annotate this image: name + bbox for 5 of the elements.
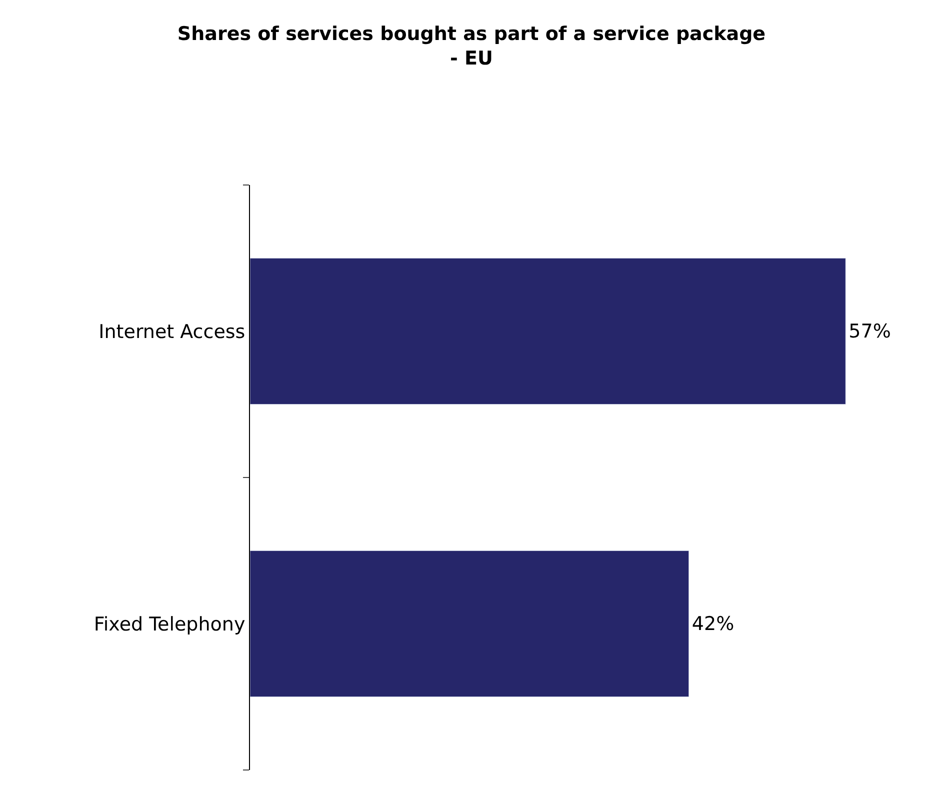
chart-title: Shares of services bought as part of a service package - EU [177,23,766,70]
y-tick-label: Internet Access [98,320,246,343]
data-label: 42% [692,612,734,635]
y-tick-label: Fixed Telephony [94,613,246,636]
data-label: 57% [848,320,891,342]
